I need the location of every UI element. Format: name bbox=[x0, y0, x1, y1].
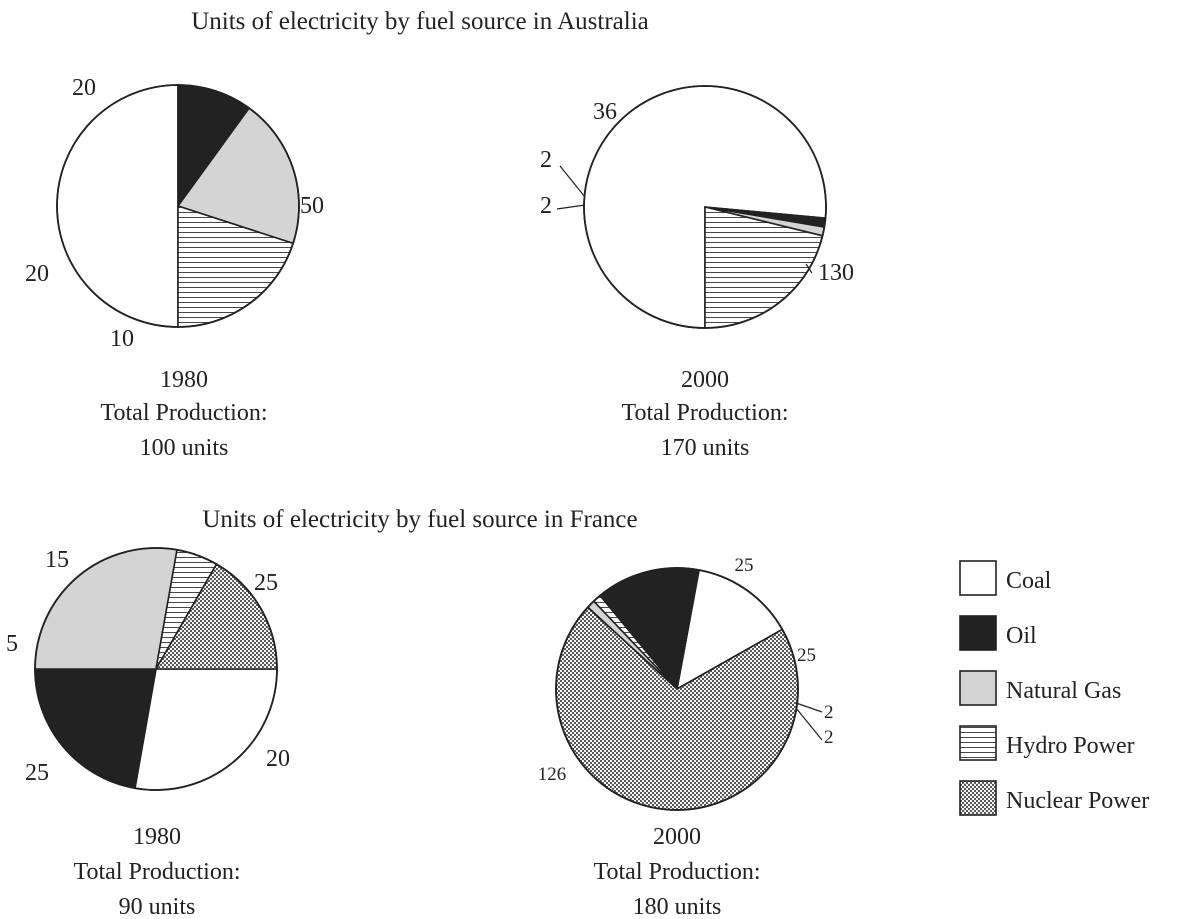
pie-slice-oil bbox=[34, 668, 157, 789]
slice-label-hydro-power: 2 bbox=[824, 702, 834, 723]
slice-label-natural-gas: 25 bbox=[25, 760, 49, 786]
caption-label: Total Production: bbox=[594, 859, 761, 885]
legend-swatch-natural-gas bbox=[959, 670, 997, 706]
legend-label-nuclear-power: Nuclear Power bbox=[1006, 788, 1149, 814]
caption-year: 2000 bbox=[681, 367, 729, 393]
leader-line-hydro-power bbox=[795, 702, 823, 713]
title-france: Units of electricity by fuel source in F… bbox=[202, 506, 637, 533]
slice-label-oil: 20 bbox=[266, 746, 290, 772]
legend-swatch-nuclear-power bbox=[959, 780, 997, 816]
legend-item-natural-gas: Natural Gas bbox=[959, 670, 1121, 706]
slice-label-oil: 25 bbox=[797, 645, 816, 666]
legend-item-nuclear-power: Nuclear Power bbox=[959, 780, 1149, 816]
caption-year: 1980 bbox=[133, 824, 181, 850]
caption-year: 1980 bbox=[160, 367, 208, 393]
caption-france-2000: 2000 Total Production: 180 units bbox=[594, 824, 761, 919]
pie-outline bbox=[56, 84, 300, 328]
legend-label-oil: Oil bbox=[1006, 623, 1037, 649]
leader-line-coal bbox=[805, 263, 813, 274]
slice-label-hydro-power: 5 bbox=[6, 631, 18, 657]
caption-total: 90 units bbox=[119, 894, 196, 919]
leader-line-natural-gas bbox=[795, 707, 823, 741]
caption-australia-2000: 2000 Total Production: 170 units bbox=[622, 367, 789, 461]
pie-slice-coal bbox=[134, 668, 278, 791]
legend-label-hydro-power: Hydro Power bbox=[1006, 733, 1135, 759]
pie-australia-1980: 50 10 20 20 bbox=[25, 75, 324, 352]
caption-total: 170 units bbox=[661, 435, 750, 461]
slice-label-hydro-power: 36 bbox=[593, 99, 617, 125]
caption-france-1980: 1980 Total Production: 90 units bbox=[74, 824, 241, 919]
pie-france-2000: 25 25 2 2 126 bbox=[538, 555, 834, 811]
legend-label-coal: Coal bbox=[1006, 568, 1052, 594]
slice-label-hydro-power: 20 bbox=[72, 75, 96, 101]
slice-label-oil: 10 bbox=[110, 326, 134, 352]
caption-total: 180 units bbox=[633, 894, 722, 919]
caption-year: 2000 bbox=[653, 824, 701, 850]
legend-swatch-coal bbox=[959, 560, 997, 596]
slice-label-nuclear-power: 126 bbox=[538, 764, 567, 785]
caption-label: Total Production: bbox=[74, 859, 241, 885]
caption-label: Total Production: bbox=[622, 400, 789, 426]
legend-item-hydro-power: Hydro Power bbox=[959, 725, 1135, 761]
slice-label-coal: 50 bbox=[300, 193, 324, 219]
pie-outline bbox=[555, 567, 799, 811]
slice-label-coal: 130 bbox=[818, 260, 854, 286]
pie-australia-2000: 130 2 2 36 bbox=[540, 85, 854, 329]
title-australia: Units of electricity by fuel source in A… bbox=[191, 8, 649, 35]
slice-label-natural-gas: 20 bbox=[25, 261, 49, 287]
slice-label-nuclear-power: 15 bbox=[45, 547, 69, 573]
leader-line-oil bbox=[556, 204, 586, 210]
pie-outline bbox=[34, 547, 278, 791]
slice-label-oil: 2 bbox=[540, 193, 552, 219]
leader-line-natural-gas bbox=[559, 165, 586, 198]
legend: Coal Oil Natural Gas Hydro Power Nuclear Pow… bbox=[959, 560, 1149, 816]
legend-item-oil: Oil bbox=[959, 615, 1037, 651]
slice-label-coal: 25 bbox=[254, 570, 278, 596]
pie-france-1980: 25 20 25 5 15 bbox=[6, 547, 290, 791]
slice-label-natural-gas: 2 bbox=[824, 727, 834, 748]
slice-label-coal: 25 bbox=[735, 555, 754, 576]
pie-slice-coal bbox=[56, 84, 179, 328]
pie-outline bbox=[583, 85, 827, 329]
caption-australia-1980: 1980 Total Production: 100 units bbox=[101, 367, 268, 461]
legend-swatch-hydro-power bbox=[959, 725, 997, 761]
slice-label-natural-gas: 2 bbox=[540, 147, 552, 173]
legend-item-coal: Coal bbox=[959, 560, 1052, 596]
caption-total: 100 units bbox=[140, 435, 229, 461]
legend-label-natural-gas: Natural Gas bbox=[1006, 678, 1121, 704]
legend-swatch-oil bbox=[959, 615, 997, 651]
caption-label: Total Production: bbox=[101, 400, 268, 426]
